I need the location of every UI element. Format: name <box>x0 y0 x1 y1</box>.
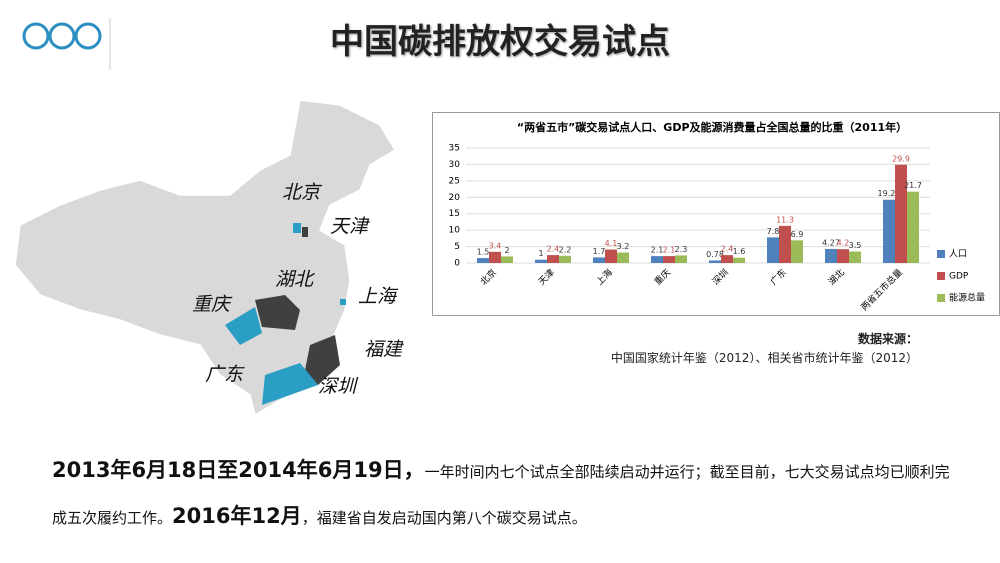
map-label: 北京 <box>282 182 323 204</box>
source-label: 数据来源： <box>857 332 918 346</box>
bar <box>721 255 733 263</box>
value-label: 3.5 <box>849 241 862 250</box>
bar <box>535 259 547 263</box>
map-label: 重庆 <box>192 294 233 316</box>
value-label: 1.7 <box>593 247 606 256</box>
guangdong <box>262 363 318 405</box>
map-label: 上海 <box>358 286 399 308</box>
value-label: 29.9 <box>892 154 910 163</box>
text: 一年时间内七个试点全部陆续启动并运行；截至目前，七大交易试点均已顺利完成五次履约… <box>52 463 950 527</box>
beijing <box>293 223 301 233</box>
bar <box>477 258 489 263</box>
bar <box>605 249 617 263</box>
y-tick-label: 35 <box>449 144 460 154</box>
bar <box>767 237 779 263</box>
bar <box>547 255 559 263</box>
y-tick-label: 15 <box>449 209 460 219</box>
y-tick-label: 20 <box>449 193 461 203</box>
value-label: 4.27 <box>822 238 840 247</box>
map-label: 天津 <box>330 216 370 238</box>
bar <box>849 251 861 263</box>
date: 2016年12月 <box>172 504 302 528</box>
fujian <box>305 335 340 385</box>
map-label: 湖北 <box>275 269 315 291</box>
legend-swatch <box>937 250 945 258</box>
text: ，福建省自发启动国内第八个碳交易试点。 <box>301 509 587 527</box>
tianjin <box>302 227 308 237</box>
value-label: 6.9 <box>791 230 804 239</box>
title: 中国碳排放权交易试点 <box>330 22 670 62</box>
china <box>14 99 397 417</box>
bar <box>675 255 687 263</box>
bar <box>837 249 849 263</box>
bar <box>907 191 919 263</box>
bar <box>501 256 513 263</box>
y-tick-label: 30 <box>449 160 461 170</box>
bar <box>779 225 791 263</box>
value-label: 1 <box>538 249 543 258</box>
date-range: 2013年6月18日至2014年6月19日， <box>52 458 425 482</box>
map-label: 深圳 <box>318 376 359 398</box>
value-label: 1.6 <box>733 247 746 256</box>
legend-label: 能源总量 <box>949 292 985 304</box>
logo <box>22 18 111 70</box>
value-label: 2.4 <box>721 245 734 254</box>
bar <box>709 260 721 263</box>
body-text: 2013年6月18日至2014年6月19日，一年时间内七个试点全部陆续启动并运行… <box>52 448 962 540</box>
y-tick-label: 0 <box>454 259 460 269</box>
y-tick-label: 10 <box>449 226 461 236</box>
map: 北京 天津 湖北 上海 重庆 福建 广东 深圳 <box>14 99 404 417</box>
value-label: 4.1 <box>605 239 618 248</box>
map-label: 广东 <box>205 364 245 386</box>
value-label: 21.7 <box>904 181 922 190</box>
y-tick-label: 25 <box>449 176 460 186</box>
source-text: 中国国家统计年鉴（2012）、相关省市统计年鉴（2012） <box>610 351 918 365</box>
value-label: 2.3 <box>675 245 688 254</box>
y-tick-label: 5 <box>454 242 460 252</box>
value-label: 4.2 <box>837 239 850 248</box>
bar <box>559 255 571 263</box>
value-label: 2.1 <box>663 246 676 255</box>
bar <box>593 257 605 263</box>
bar <box>733 257 745 263</box>
bar <box>617 252 629 263</box>
value-label: 7.8 <box>767 227 780 236</box>
chart: “两省五市”碳交易试点人口、GDP及能源消费量占全国总量的比重（2011年） 0… <box>432 112 1000 316</box>
value-label: 3.4 <box>489 241 502 250</box>
hubei <box>255 295 300 330</box>
bar <box>489 251 501 263</box>
value-label: 2.4 <box>547 245 560 254</box>
value-label: 1.5 <box>477 248 490 257</box>
bar <box>791 240 803 263</box>
bar <box>825 248 837 263</box>
value-label: 19.26 <box>878 189 901 198</box>
value-label: 3.2 <box>617 242 630 251</box>
legend-label: GDP <box>949 272 969 282</box>
bar <box>883 199 895 263</box>
legend-label: 人口 <box>949 249 967 260</box>
value-label: 2.2 <box>559 245 572 254</box>
legend-swatch <box>937 294 945 302</box>
bar <box>895 164 907 263</box>
map-label: 福建 <box>364 339 404 361</box>
legend-swatch <box>937 272 945 280</box>
shanghai <box>340 299 346 305</box>
value-label: 11.3 <box>776 215 794 224</box>
value-label: 0.78 <box>706 250 724 259</box>
bar <box>651 256 663 263</box>
bar <box>663 256 675 263</box>
value-label: 2 <box>504 246 509 255</box>
chongqing <box>225 307 262 345</box>
value-label: 2.1 <box>651 246 664 255</box>
chart-title: “两省五市”碳交易试点人口、GDP及能源消费量占全国总量的比重（2011年） <box>517 120 907 134</box>
